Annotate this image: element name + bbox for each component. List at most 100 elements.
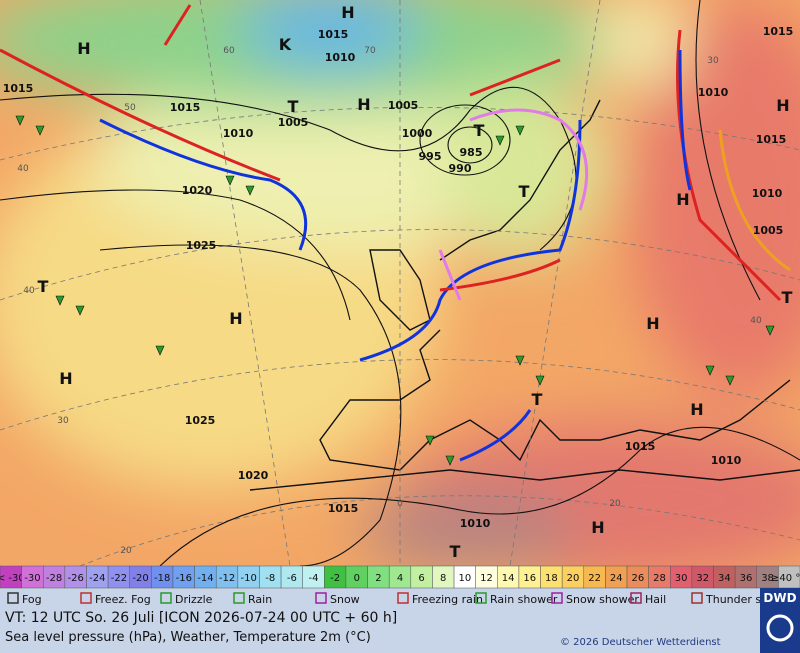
logo-text: DWD bbox=[763, 591, 796, 605]
isobar-label: 1015 bbox=[625, 440, 656, 453]
isobar-label: 1010 bbox=[325, 51, 356, 64]
isobar-label: 1025 bbox=[185, 414, 216, 427]
color-scale: < -30 -30 -28 -26 -24 -22 -20 -18 -16 -14 -12 -10 -8… bbox=[0, 565, 800, 589]
pressure-center: T bbox=[450, 542, 461, 561]
grid-label: 20 bbox=[120, 546, 132, 556]
isobar-label: 1015 bbox=[328, 502, 359, 515]
legend-label: Hail bbox=[645, 593, 666, 606]
weather-symbol bbox=[225, 175, 235, 186]
scale-label: -4 bbox=[309, 573, 319, 584]
legend-label: Fog bbox=[22, 593, 42, 606]
grid-label: 30 bbox=[707, 56, 719, 66]
isobar-label: 1015 bbox=[318, 28, 349, 41]
isobar-label: 1005 bbox=[753, 224, 784, 237]
scale-label: 38 bbox=[761, 573, 774, 584]
pressure-center: T bbox=[288, 97, 299, 116]
copyright: © 2026 Deutscher Wetterdienst bbox=[560, 637, 721, 648]
weather-symbol bbox=[765, 325, 775, 336]
isobar-label: 1010 bbox=[698, 86, 729, 99]
legend-symbol bbox=[80, 592, 92, 604]
legend-symbol bbox=[397, 592, 409, 604]
scale-label: -30 bbox=[24, 573, 40, 584]
weather-symbol bbox=[35, 125, 45, 136]
scale-label: 28 bbox=[653, 573, 666, 584]
scale-label: 30 bbox=[675, 573, 688, 584]
weather-symbol bbox=[15, 115, 25, 126]
scale-label: -22 bbox=[111, 573, 127, 584]
pressure-center: K bbox=[279, 35, 292, 54]
isobar-label: 1015 bbox=[3, 82, 34, 95]
weather-symbol bbox=[535, 375, 545, 386]
scale-label: -14 bbox=[197, 573, 213, 584]
scale-label: 8 bbox=[440, 573, 446, 584]
pressure-center: T bbox=[782, 288, 793, 307]
isobar-label: 1015 bbox=[170, 101, 201, 114]
grid-label: 0 bbox=[397, 499, 403, 509]
scale-label: 0 bbox=[354, 573, 360, 584]
isobar-label: 1015 bbox=[763, 25, 794, 38]
valid-time: VT: 12 UTC So. 26 Juli [ICON 2026-07-24 … bbox=[5, 610, 397, 626]
weather-symbol bbox=[515, 125, 525, 136]
scale-label: -8 bbox=[265, 573, 275, 584]
scale-label: 2 bbox=[375, 573, 381, 584]
legend-label: Drizzle bbox=[175, 593, 213, 606]
dwd-logo bbox=[760, 588, 800, 653]
pressure-center: H bbox=[341, 3, 354, 22]
scale-label: 32 bbox=[696, 573, 709, 584]
isobar-label: 1010 bbox=[223, 127, 254, 140]
isobar-label: 1015 bbox=[756, 133, 787, 146]
scale-label: -2 bbox=[330, 573, 340, 584]
isobar-label: 1000 bbox=[402, 127, 433, 140]
legend-label: Rain shower bbox=[490, 593, 558, 606]
pressure-center: H bbox=[357, 95, 370, 114]
scale-label: -28 bbox=[46, 573, 62, 584]
grid-label: 60 bbox=[223, 46, 235, 56]
scale-label: -10 bbox=[240, 573, 256, 584]
legend-label: Snow shower bbox=[566, 593, 639, 606]
legend-symbol bbox=[630, 592, 642, 604]
pressure-center: H bbox=[690, 400, 703, 419]
legend-symbol bbox=[315, 592, 327, 604]
scale-label: -12 bbox=[219, 573, 235, 584]
pressure-center: H bbox=[59, 369, 72, 388]
grid-label: 40 bbox=[23, 286, 35, 296]
isobar-label: 1020 bbox=[238, 469, 269, 482]
isobar-label: 1010 bbox=[460, 517, 491, 530]
pressure-center: H bbox=[229, 309, 242, 328]
scale-label: 24 bbox=[610, 573, 623, 584]
isobar-label: 1010 bbox=[711, 454, 742, 467]
weather-symbol bbox=[425, 435, 435, 446]
legend-label: Snow bbox=[330, 593, 360, 606]
weather-symbol bbox=[75, 305, 85, 316]
weather-symbol bbox=[515, 355, 525, 366]
legend-symbol bbox=[551, 592, 563, 604]
legend-symbol bbox=[691, 592, 703, 604]
scale-label: 6 bbox=[418, 573, 424, 584]
scale-label: 26 bbox=[631, 573, 644, 584]
grid-label: 50 bbox=[124, 103, 136, 113]
fronts bbox=[0, 4, 791, 462]
weather-symbol bbox=[445, 455, 455, 466]
pressure-center: H bbox=[676, 190, 689, 209]
weather-legend: Fog Freez. Fog Drizzle Rain Snow Freezing rai… bbox=[7, 592, 787, 606]
grid-label: 30 bbox=[57, 416, 69, 426]
scale-label: -20 bbox=[132, 573, 148, 584]
isobar-label: 995 bbox=[419, 150, 442, 163]
legend-symbol bbox=[160, 592, 172, 604]
scale-label: -18 bbox=[154, 573, 170, 584]
map-labels: 1015 1010 1005 1000 995 985 990 1015 1015 1010 100… bbox=[3, 3, 794, 561]
legend-label: Rain bbox=[248, 593, 272, 606]
scale-label: 10 bbox=[458, 573, 471, 584]
scale-label: ≥40 °C bbox=[771, 573, 800, 584]
grid-label: 40 bbox=[750, 316, 762, 326]
scale-label: 36 bbox=[740, 573, 753, 584]
grid-label: 40 bbox=[17, 164, 29, 174]
description: Sea level pressure (hPa), Weather, Tempe… bbox=[5, 630, 371, 645]
isobar-label: 1020 bbox=[182, 184, 213, 197]
legend-symbol bbox=[233, 592, 245, 604]
weather-symbol bbox=[155, 345, 165, 356]
pressure-center: H bbox=[77, 39, 90, 58]
legend-symbol bbox=[475, 592, 487, 604]
scale-label: -26 bbox=[68, 573, 84, 584]
legend-symbol bbox=[7, 592, 19, 604]
